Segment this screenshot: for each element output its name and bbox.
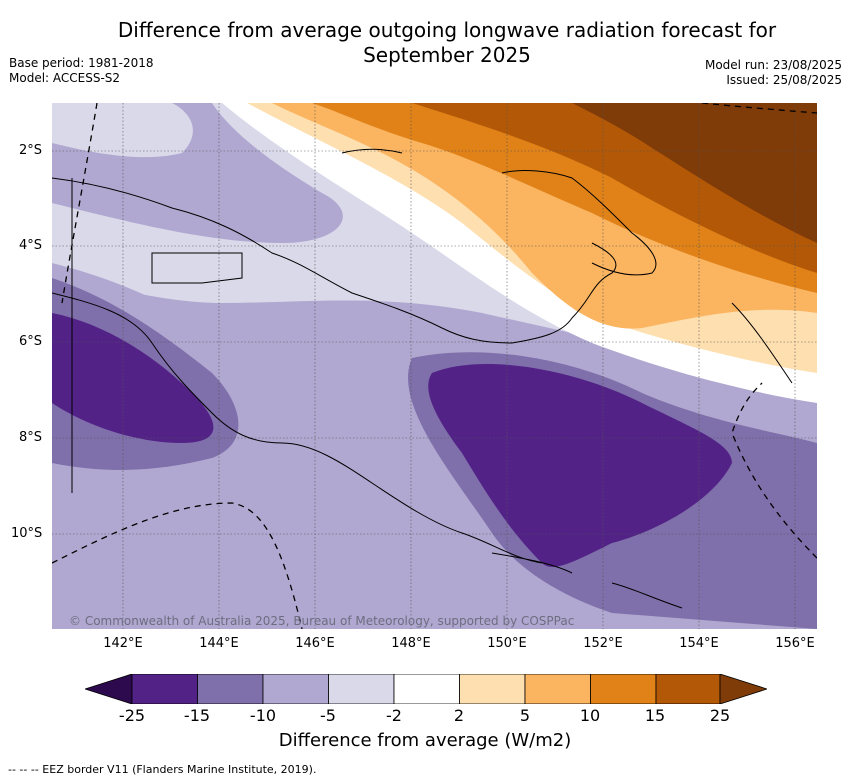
islands-coast xyxy=(491,552,683,609)
eez-borders xyxy=(52,103,817,629)
contour-neg15-25-west xyxy=(52,313,214,443)
new-guinea-north-coast xyxy=(52,177,617,344)
x-tick-144e: 144°E xyxy=(199,636,239,651)
colorbar-swatch-8 xyxy=(590,674,657,704)
x-tick-142e: 142°E xyxy=(103,636,143,651)
bougainville-coast xyxy=(731,302,793,384)
meta-right: Model run: 23/08/2025 Issued: 25/08/2025 xyxy=(705,58,842,88)
coastlines xyxy=(52,148,793,609)
cbar-tick-4: -2 xyxy=(386,706,402,725)
olr-anomaly-map xyxy=(52,103,817,629)
cbar-tick-9: 25 xyxy=(709,706,731,725)
eez-south xyxy=(52,502,303,629)
x-tick-154e: 154°E xyxy=(679,636,719,651)
y-tick-10s: 10°S xyxy=(11,526,43,541)
chart-title: Difference from average outgoing longwav… xyxy=(80,18,814,68)
model-name: Model: ACCESS-S2 xyxy=(9,71,121,85)
contour-neg15-25-east xyxy=(428,364,732,567)
model-run: Model run: 23/08/2025 xyxy=(704,58,842,72)
colorbar-label: Difference from average (W/m2) xyxy=(278,730,572,751)
colorbar-swatch-2 xyxy=(197,674,264,704)
cbar-tick-1: -15 xyxy=(183,706,211,725)
y-tick-8s: 8°S xyxy=(19,430,43,445)
manus-coast xyxy=(341,148,403,154)
cbar-tick-8: 15 xyxy=(644,706,666,725)
cbar-tick-3: -5 xyxy=(320,706,336,725)
x-tick-156e: 156°E xyxy=(775,636,815,651)
base-period: Base period: 1981-2018 xyxy=(9,56,154,70)
colorbar xyxy=(85,674,767,704)
cbar-tick-2: -10 xyxy=(249,706,277,725)
y-tick-4s: 4°S xyxy=(19,238,43,253)
eez-northeast xyxy=(701,103,817,114)
colorbar-swatch-3 xyxy=(262,674,329,704)
graticule xyxy=(52,103,817,629)
cbar-tick-6: 5 xyxy=(519,706,531,725)
colorbar-swatch-7 xyxy=(524,674,591,704)
cbar-tick-5: 2 xyxy=(453,706,465,725)
eez-footnote: -- -- -- EEZ border V11 (Flanders Marine… xyxy=(8,763,317,776)
title-line-1: Difference from average outgoing longwav… xyxy=(117,18,777,42)
x-tick-146e: 146°E xyxy=(295,636,335,651)
title-line-2: September 2025 xyxy=(363,43,531,67)
colorbar-swatch-4 xyxy=(328,674,395,704)
colorbar-extend-high xyxy=(719,674,767,704)
colorbar-swatch-5 xyxy=(393,674,460,704)
cbar-tick-7: 10 xyxy=(579,706,601,725)
x-tick-152e: 152°E xyxy=(583,636,623,651)
colorbar-swatch-1 xyxy=(131,674,198,704)
new-britain-coast xyxy=(501,170,657,276)
x-tick-150e: 150°E xyxy=(487,636,527,651)
contour-upper-left-light xyxy=(52,103,193,158)
new-guinea-south-coast xyxy=(52,292,543,564)
contour-gt25 xyxy=(572,103,817,243)
colorbar-swatch-9 xyxy=(655,674,721,704)
cbar-tick-0: -25 xyxy=(118,706,146,725)
colorbar-extend-low xyxy=(85,674,133,704)
colorbar-swatch-6 xyxy=(459,674,526,704)
province-border xyxy=(151,252,243,284)
copyright-notice: © Commonwealth of Australia 2025, Bureau… xyxy=(69,614,575,628)
meta-left: Base period: 1981-2018 Model: ACCESS-S2 xyxy=(9,56,154,86)
eez-east xyxy=(731,382,817,559)
eez-west-north xyxy=(61,103,98,304)
issued-date: Issued: 25/08/2025 xyxy=(726,73,842,87)
x-tick-148e: 148°E xyxy=(391,636,431,651)
y-tick-2s: 2°S xyxy=(19,143,43,158)
y-tick-6s: 6°S xyxy=(19,334,43,349)
